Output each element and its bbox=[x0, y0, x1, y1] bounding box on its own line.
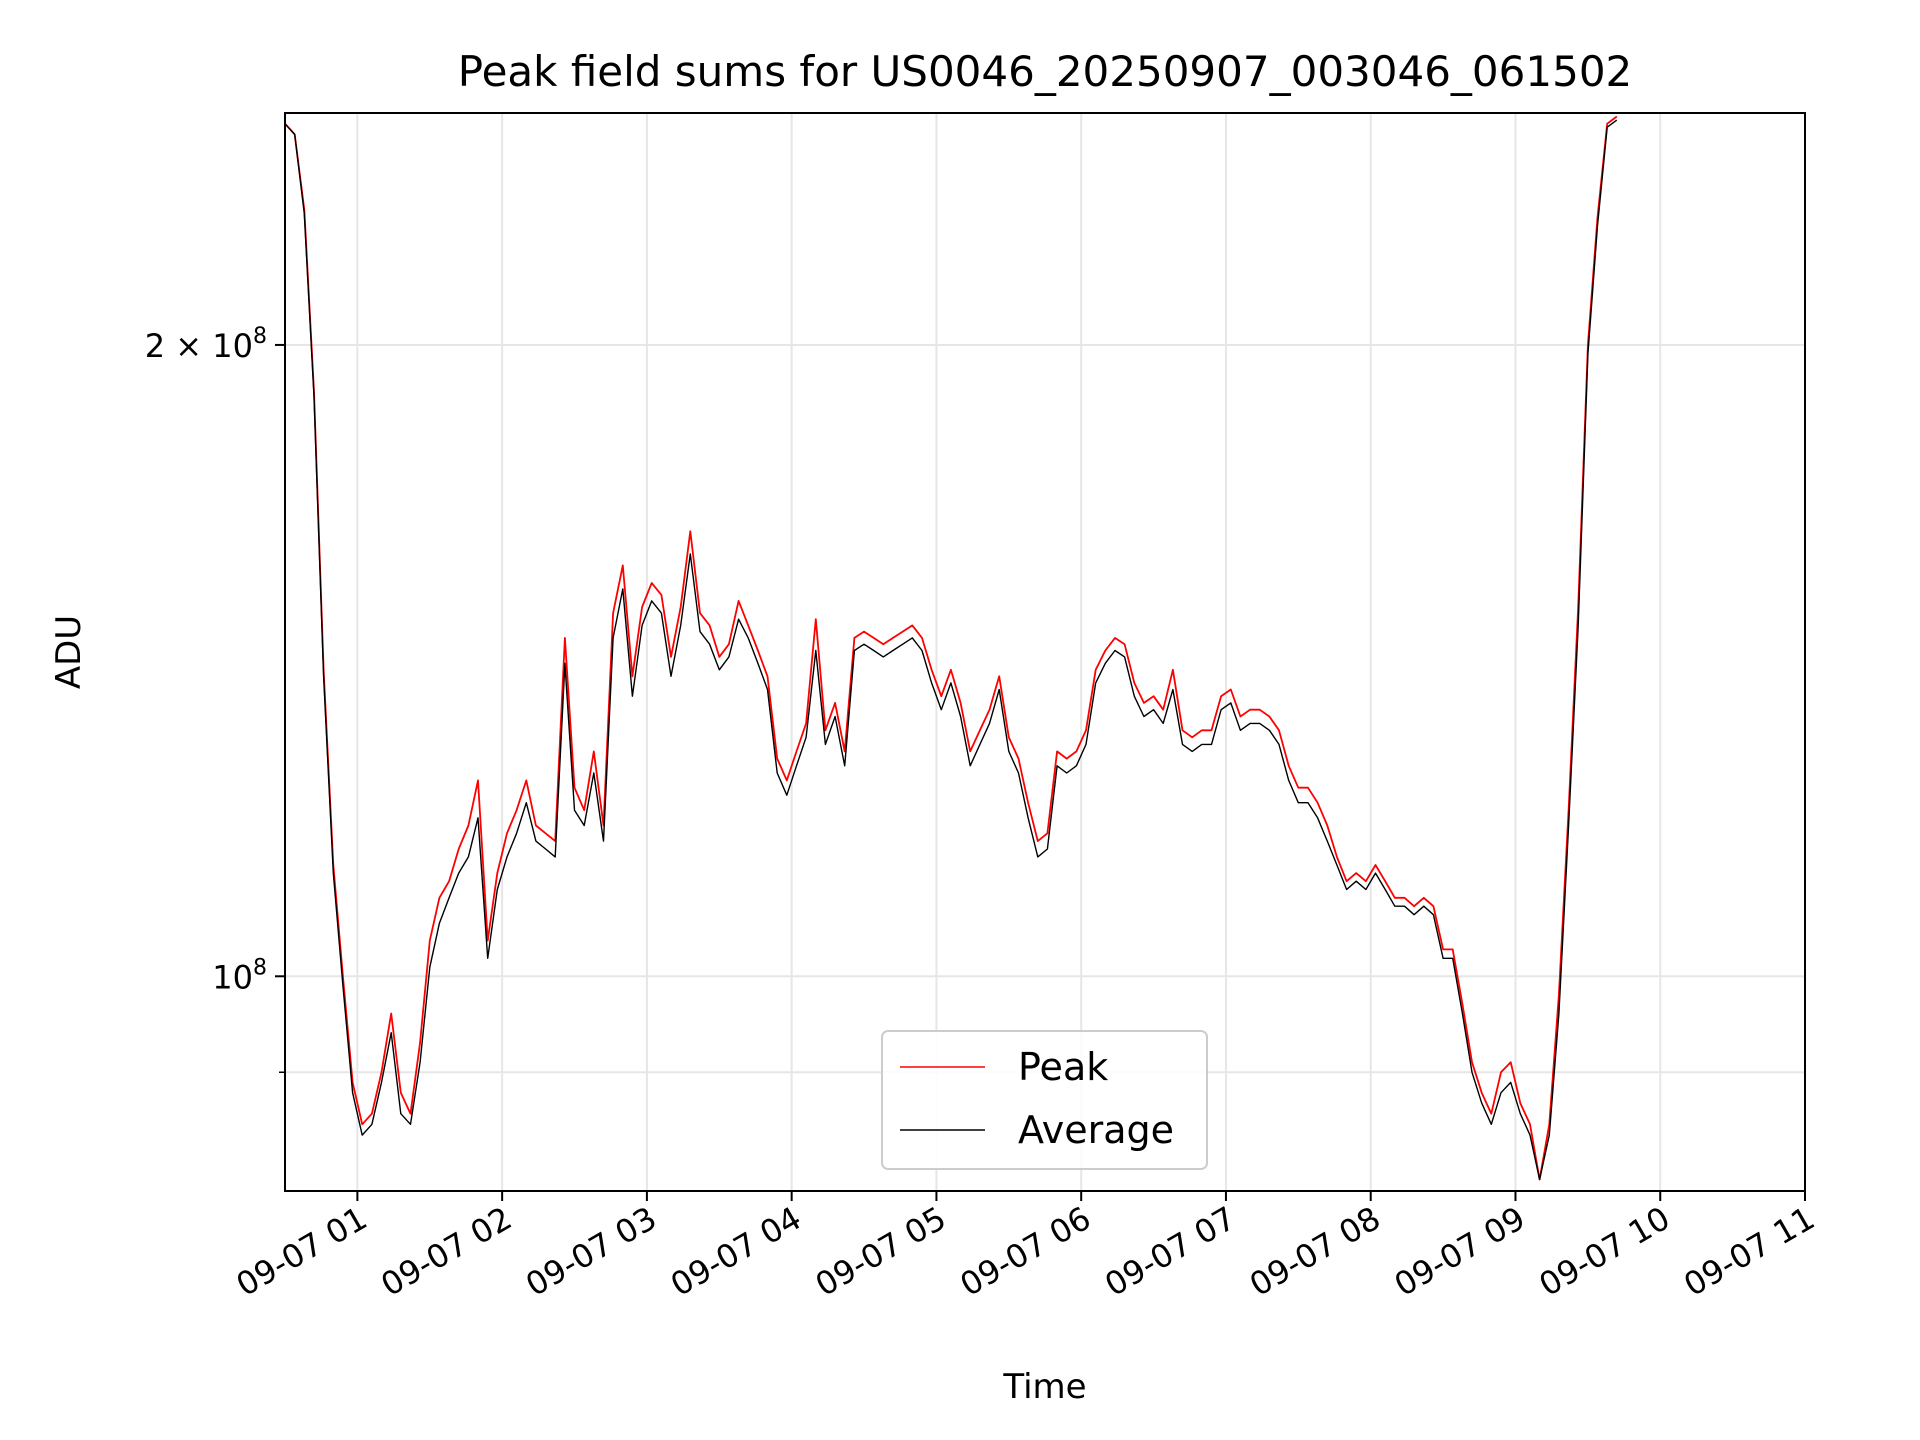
legend-label-average: Average bbox=[1018, 1108, 1174, 1152]
legend-label-peak: Peak bbox=[1018, 1045, 1108, 1089]
y-tick-label: 108 bbox=[212, 955, 267, 996]
plot-area-frame bbox=[284, 112, 1806, 1192]
series-line-average bbox=[284, 119, 1618, 1181]
series-line-peak bbox=[284, 115, 1618, 1181]
series-layer bbox=[284, 115, 1618, 1181]
legend: Peak Average bbox=[881, 1030, 1208, 1170]
x-axis-title: Time bbox=[1002, 1367, 1086, 1407]
legend-box bbox=[881, 1030, 1208, 1170]
chart-title: Peak field sums for US0046_20250907_0030… bbox=[458, 47, 1633, 96]
y-axis-title: ADU bbox=[49, 615, 89, 689]
y-tick-label: 2 × 108 bbox=[145, 324, 267, 365]
